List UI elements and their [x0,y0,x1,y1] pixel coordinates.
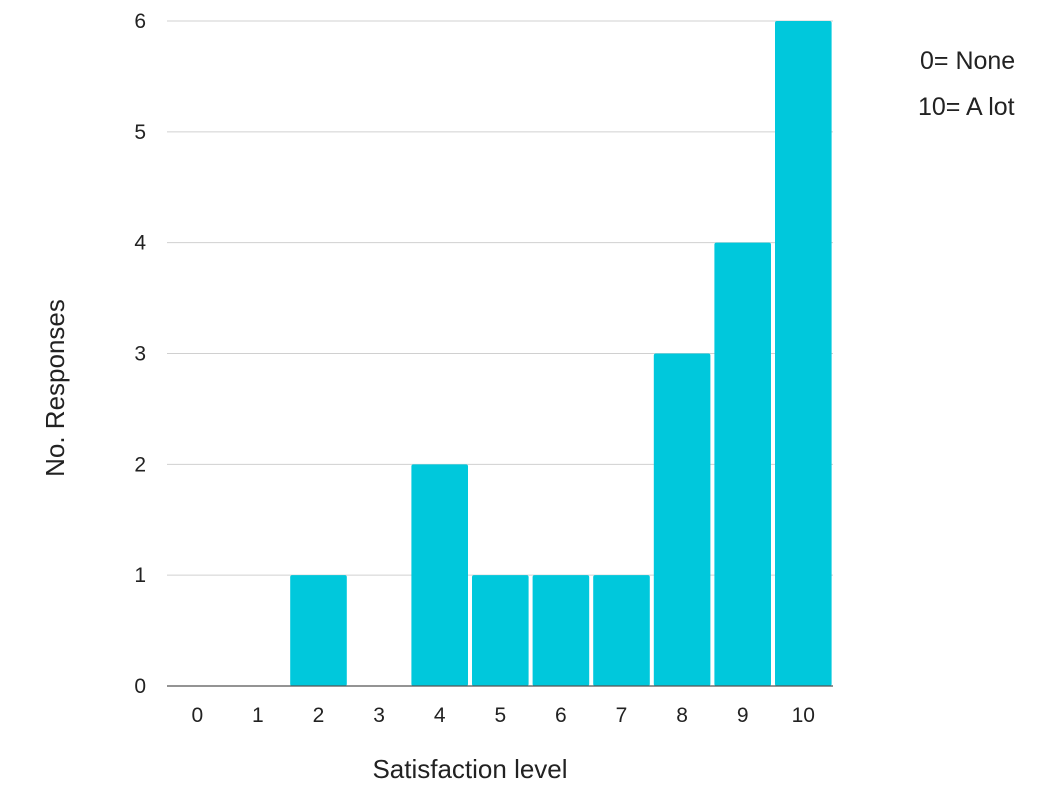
x-axis-title: Satisfaction level [372,754,567,784]
y-tick-label: 5 [134,121,146,144]
x-tick-label: 0 [191,704,203,727]
x-tick-label: 9 [737,704,749,727]
x-tick-label: 4 [434,704,446,727]
y-tick-label: 2 [134,453,146,476]
x-tick-label: 7 [616,704,628,727]
bar-2 [290,575,347,686]
scale-note-max: 10= A lot [918,93,1015,121]
bar-7 [593,575,650,686]
scale-note-min: 0= None [920,47,1015,75]
bar-8 [653,353,711,686]
y-tick-label: 6 [134,10,146,33]
y-tick-label: 1 [134,564,146,587]
x-tick-label: 10 [792,704,815,727]
bar-10 [775,21,832,686]
x-tick-label: 5 [494,704,506,727]
bar-9 [714,242,771,686]
bar-4 [411,464,468,686]
y-tick-labels: 0 1 2 3 4 5 6 [134,10,146,698]
y-axis-title: No. Responses [40,299,70,477]
x-tick-labels: 0 1 2 3 4 5 6 7 8 9 10 [191,704,815,727]
x-tick-label: 2 [313,704,325,727]
y-tick-label: 4 [134,232,146,255]
bar-6 [532,575,590,686]
y-tick-label: 3 [134,343,146,366]
x-tick-label: 8 [676,704,688,727]
y-tick-label: 0 [134,675,146,698]
bars [290,21,832,686]
x-tick-label: 1 [252,704,264,727]
x-tick-label: 3 [373,704,385,727]
x-tick-label: 6 [555,704,567,727]
bar-5 [472,575,529,686]
